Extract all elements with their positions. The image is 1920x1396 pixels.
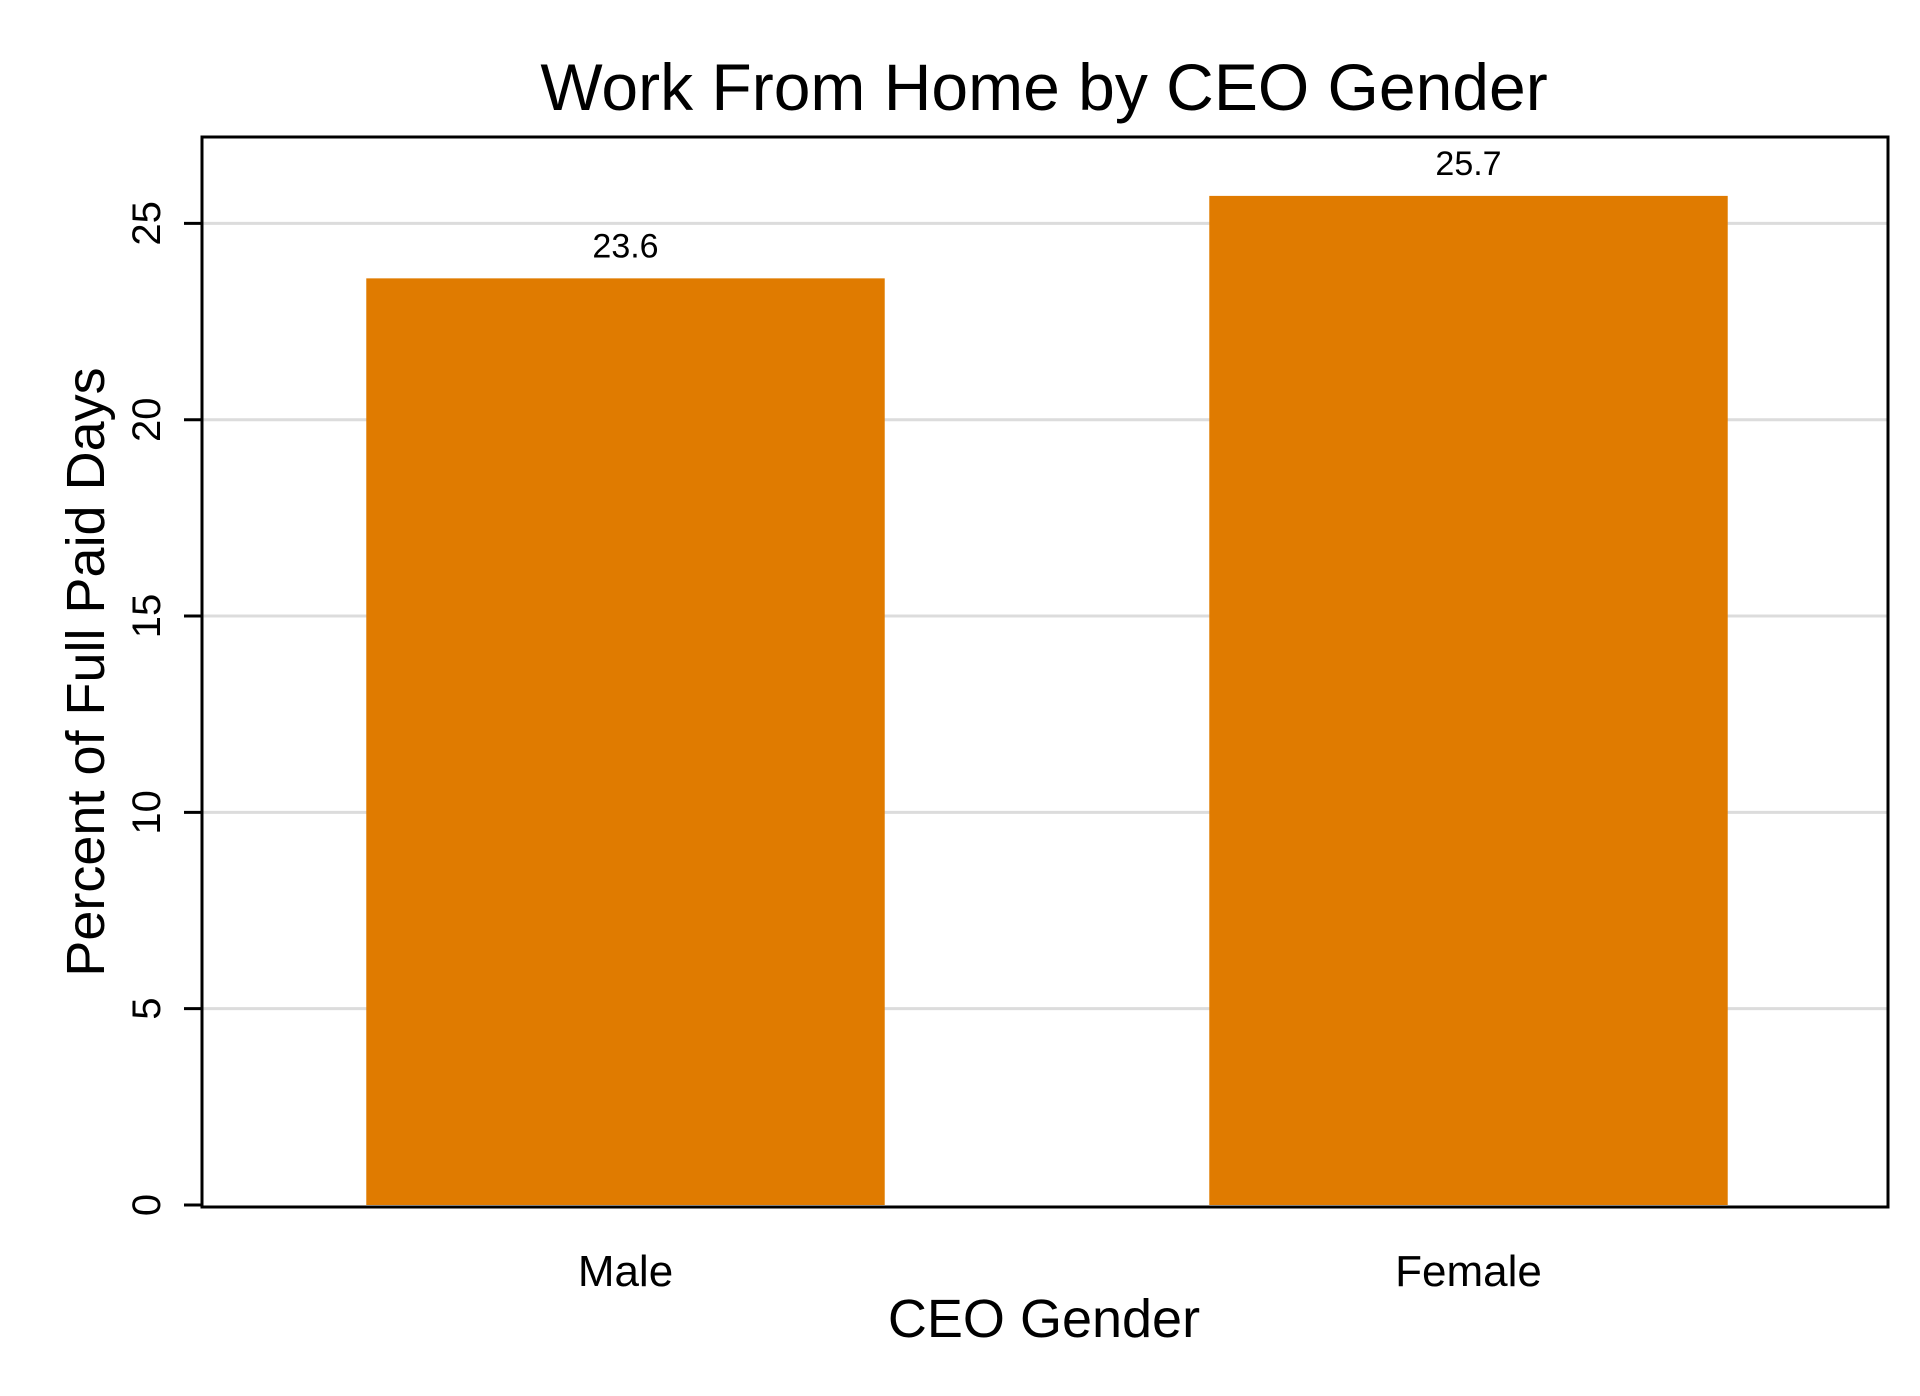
y-axis-ticks: 0 5 10 15 20 25 — [125, 201, 202, 1216]
y-tick-label: 15 — [125, 594, 169, 639]
bar-male — [366, 278, 885, 1206]
y-axis-title: Percent of Full Paid Days — [56, 367, 116, 976]
x-tick-label: Female — [1395, 1247, 1542, 1296]
data-label: 25.7 — [1435, 145, 1501, 183]
bars — [366, 195, 1728, 1206]
y-tick-label: 0 — [125, 1194, 169, 1216]
data-label: 23.6 — [592, 227, 658, 265]
y-tick-label: 20 — [125, 397, 169, 442]
y-tick-label: 25 — [125, 201, 169, 246]
x-axis-labels: Male Female — [578, 1247, 1542, 1296]
plot-frame — [200, 135, 1890, 1209]
data-labels: 23.6 25.7 — [592, 145, 1501, 265]
x-tick-label: Male — [578, 1247, 673, 1296]
bar-female — [1209, 195, 1728, 1205]
x-axis-title: CEO Gender — [888, 1289, 1200, 1349]
y-tick-label: 5 — [125, 998, 169, 1020]
y-tick-label: 10 — [125, 790, 169, 835]
chart-title: Work From Home by CEO Gender — [540, 50, 1547, 124]
